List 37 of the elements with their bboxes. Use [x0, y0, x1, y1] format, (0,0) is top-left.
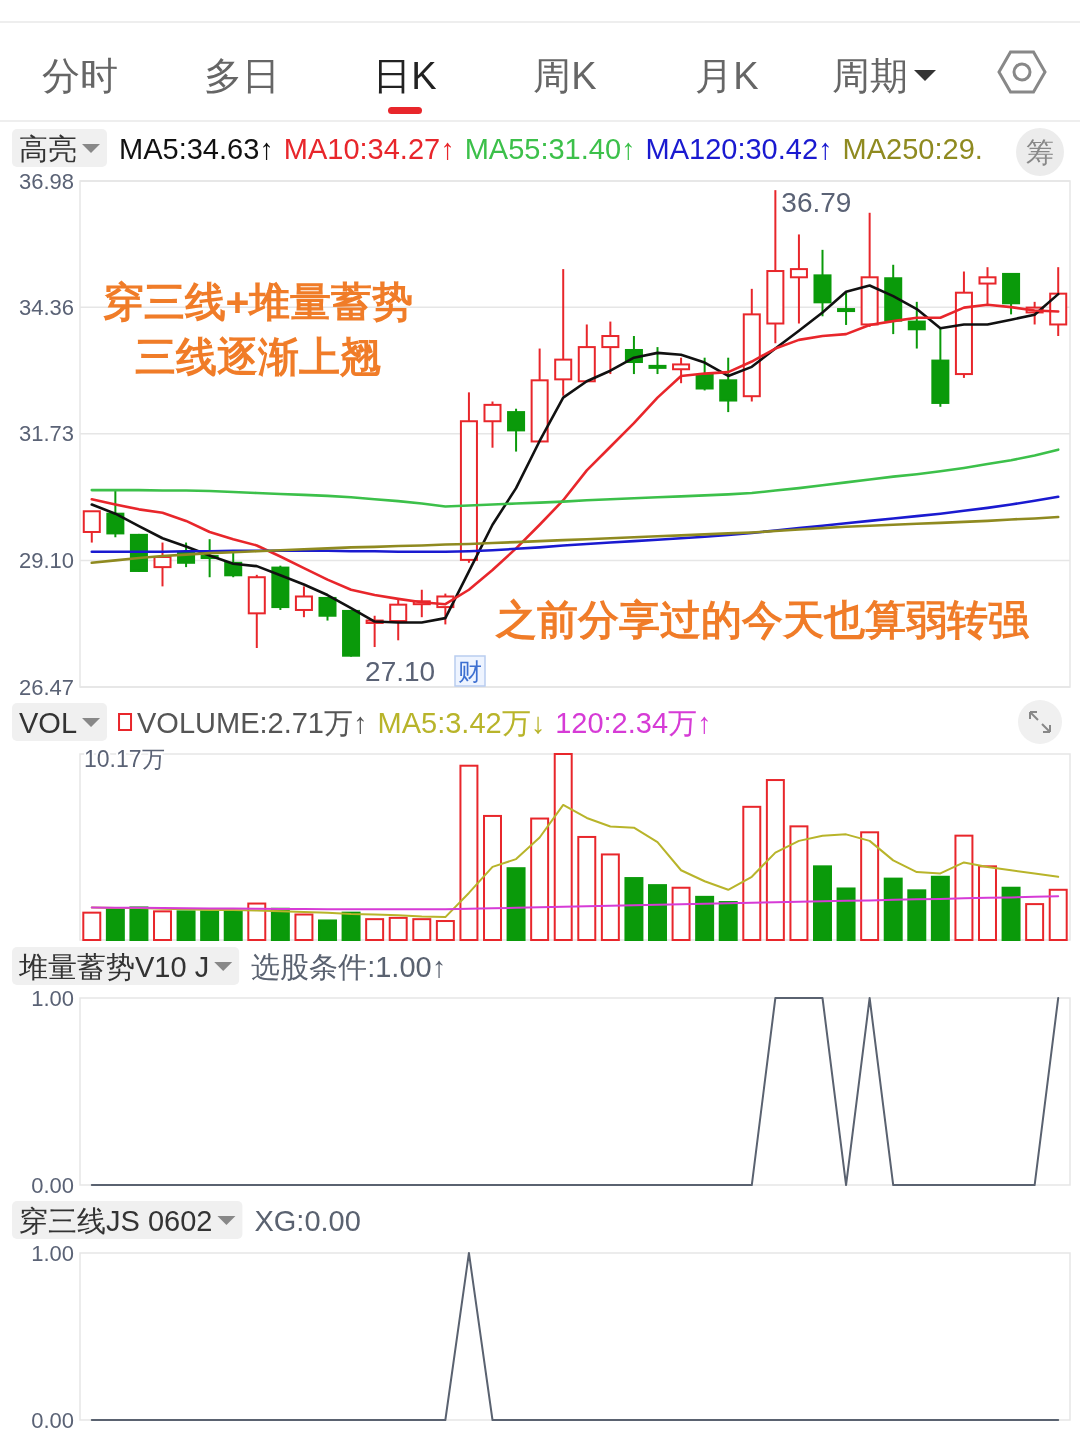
text: 周期	[832, 55, 908, 97]
annotation: 之前分享过的今天也算弱转强	[494, 597, 1030, 643]
text: MA250:29.	[842, 133, 983, 165]
y-tick-label: 0.00	[31, 1172, 74, 1198]
text: 选股条件:1.00↑	[251, 951, 447, 983]
annotation: 三线逐渐上翘	[135, 334, 381, 380]
annotation: 穿三线+堆量蓄势	[102, 279, 414, 325]
y-tick-label: 26.47	[18, 674, 74, 700]
y-tick-label: 1.00	[31, 985, 74, 1011]
text: MA120:30.42↑	[645, 133, 833, 165]
text: 周K	[533, 55, 597, 97]
text: 多日	[204, 55, 280, 97]
text: MA5:3.42万↓	[377, 707, 546, 739]
y-tick-label: 34.36	[18, 294, 74, 320]
chart-title: 穿三线JS 0602	[19, 1205, 213, 1237]
text: MA55:31.40↑	[464, 133, 636, 165]
chart-title: 堆量蓄势V10 J	[18, 951, 210, 983]
text: 日K	[373, 55, 437, 97]
text: MA10:34.27↑	[283, 133, 455, 165]
annotation: 财	[458, 658, 482, 685]
y-tick-label: 1.00	[31, 1240, 74, 1266]
annotation: 27.10	[365, 655, 436, 687]
text: MA5:34.63↑	[119, 133, 274, 165]
text: XG:0.00	[254, 1205, 361, 1237]
text: 筹	[1026, 137, 1054, 168]
y-tick-label: 29.10	[18, 547, 74, 573]
y-tick-label: 0.00	[31, 1407, 74, 1433]
y-tick-label: 36.98	[18, 168, 74, 194]
y-tick-label: 31.73	[18, 421, 74, 447]
chart-title: VOL	[19, 707, 78, 739]
legend-label: VOLUME:2.71万↑	[137, 707, 368, 739]
annotation: 10.17万	[84, 746, 165, 772]
text: 月K	[695, 55, 759, 97]
annotation: 36.79	[781, 187, 852, 219]
text: 120:2.34万↑	[555, 707, 712, 739]
chart-title: 高亮	[19, 133, 77, 165]
text: 分时	[42, 55, 118, 97]
